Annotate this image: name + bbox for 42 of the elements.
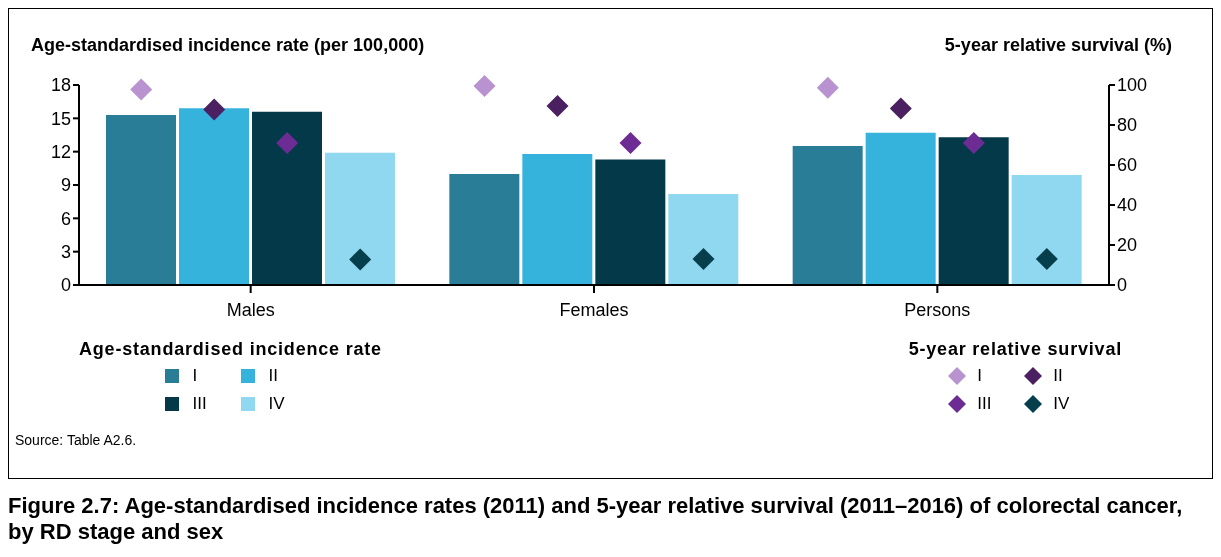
x-tick-label: Females	[559, 299, 629, 320]
y-tick-label: 6	[60, 208, 71, 229]
y2-axis-title: 5-year relative survival (%)	[944, 35, 1172, 57]
y2-tick-label: 80	[1117, 115, 1138, 136]
y2-tick-label: 40	[1117, 195, 1138, 216]
legend-label: IV	[1053, 394, 1070, 414]
y2-tick-label: 0	[1117, 275, 1128, 296]
y-tick-label: 18	[50, 75, 71, 96]
legend-label: II	[268, 366, 278, 386]
text: Figure 2.7: Age-standardised incidence rates (2011) and 5-year relative survival (2011–2016) of colorectal cancer, by RD stage and sex	[8, 478, 1213, 545]
y-tick-label: 9	[60, 175, 71, 196]
bar	[325, 152, 395, 285]
source-note: Source: Table A2.6.	[14, 431, 138, 448]
legend-label: III	[977, 394, 992, 414]
y2-tick-label: 100	[1117, 75, 1148, 96]
bar	[668, 193, 739, 285]
bar	[179, 108, 249, 285]
bar	[792, 146, 863, 285]
text: Age-standardised incidence rate	[79, 339, 382, 359]
y-tick-label: 12	[50, 142, 71, 163]
bar	[938, 137, 1009, 285]
y-tick-label: 15	[50, 108, 71, 129]
bar	[595, 159, 666, 285]
bar	[865, 132, 936, 285]
y2-tick-label: 60	[1117, 155, 1138, 176]
legend-label: I	[977, 366, 983, 386]
text: 5-year relative survival	[908, 339, 1122, 359]
bar	[522, 153, 593, 285]
bar	[449, 173, 520, 285]
y-tick-label: 0	[60, 275, 71, 296]
bar	[106, 115, 176, 285]
bar	[1011, 175, 1082, 285]
y2-tick-label: 20	[1117, 235, 1138, 256]
legend-label: III	[192, 394, 207, 414]
bar	[252, 111, 322, 285]
x-tick-label: Males	[226, 299, 275, 320]
x-tick-label: Persons	[904, 299, 971, 320]
legend-label: I	[192, 366, 198, 386]
y-tick-label: 3	[60, 242, 71, 263]
y-axis-title: Age-standardised incidence rate (per 100,000)	[31, 35, 425, 57]
legend-label: IV	[268, 394, 285, 414]
legend-label: II	[1053, 366, 1063, 386]
